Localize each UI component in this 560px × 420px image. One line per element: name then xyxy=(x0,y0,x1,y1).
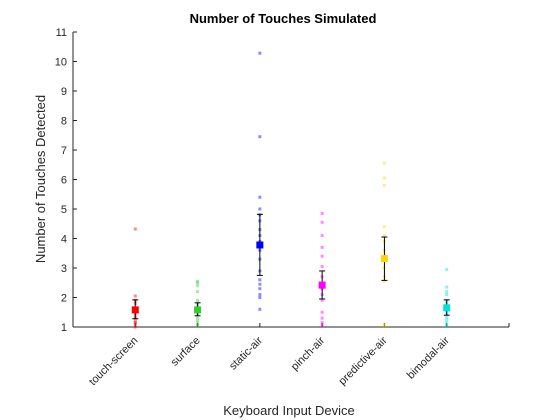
y-tick-label: 8 xyxy=(61,116,67,128)
data-point xyxy=(258,278,262,282)
data-point xyxy=(382,161,386,165)
x-tick-label: pinch-air xyxy=(289,334,328,373)
data-point xyxy=(320,220,324,224)
data-point xyxy=(258,293,262,297)
data-point xyxy=(258,207,262,211)
data-point xyxy=(133,321,137,325)
data-point xyxy=(196,322,200,326)
data-point xyxy=(382,176,386,180)
data-point xyxy=(445,267,449,271)
mean-marker xyxy=(194,306,202,314)
data-point xyxy=(258,296,262,299)
data-point xyxy=(320,265,324,269)
data-point xyxy=(258,287,262,291)
data-point xyxy=(382,234,386,238)
data-point xyxy=(196,279,200,283)
mean-marker xyxy=(380,255,388,263)
data-point xyxy=(133,319,137,323)
data-point xyxy=(196,284,200,288)
y-tick-label: 10 xyxy=(55,57,67,69)
y-tick-label: 9 xyxy=(61,86,67,98)
x-tick-label: touch-screen xyxy=(87,335,140,388)
data-point xyxy=(320,324,324,328)
mean-marker xyxy=(256,241,264,249)
chart-title: Number of Touches Simulated xyxy=(190,11,377,26)
data-point xyxy=(258,282,262,286)
data-point xyxy=(382,279,386,283)
data-point xyxy=(133,227,137,231)
data-point xyxy=(196,316,200,320)
plot-area: 1 2 3 4 5 6 7 8 9 10 11 touch-screen surface static-a… xyxy=(55,27,510,388)
x-tick-label: surface xyxy=(169,335,203,369)
mean-marker xyxy=(131,306,139,314)
data-point xyxy=(382,324,386,328)
data-point xyxy=(320,321,324,325)
y-tick-label: 5 xyxy=(61,204,67,216)
data-point xyxy=(445,285,449,289)
y-tick-label: 3 xyxy=(61,263,67,275)
data-point xyxy=(258,307,262,311)
data-point xyxy=(320,211,324,215)
data-point xyxy=(258,195,262,199)
data-point xyxy=(445,322,449,326)
data-point xyxy=(445,324,449,328)
data-point xyxy=(196,298,200,302)
x-tick-label: bimodal-air xyxy=(405,334,452,381)
mean-marker xyxy=(318,281,326,289)
x-tick-label: static-air xyxy=(227,334,265,372)
data-point xyxy=(320,298,324,302)
data-point xyxy=(445,316,449,320)
data-point xyxy=(382,225,386,229)
data-point xyxy=(133,294,137,298)
data-point xyxy=(382,322,386,326)
data-point xyxy=(133,322,137,326)
data-point xyxy=(196,319,200,323)
data-point xyxy=(196,324,200,328)
data-point xyxy=(320,254,324,258)
data-point xyxy=(320,310,324,314)
mean-marker xyxy=(443,304,451,312)
data-point xyxy=(196,290,200,294)
y-tick-label: 4 xyxy=(61,234,67,246)
data-point xyxy=(258,135,262,139)
data-point xyxy=(445,319,449,323)
y-tick-label: 6 xyxy=(61,175,67,187)
data-point xyxy=(382,183,386,187)
y-axis-label: Number of Touches Detected xyxy=(33,95,48,263)
data-point xyxy=(320,234,324,238)
data-point xyxy=(445,290,449,294)
y-tick-label: 2 xyxy=(61,293,67,305)
x-tick-label: predictive-air xyxy=(337,334,390,387)
data-point xyxy=(258,51,262,55)
data-point xyxy=(320,316,324,320)
data-point xyxy=(196,281,200,285)
data-point xyxy=(320,245,324,249)
x-axis-label: Keyboard Input Device xyxy=(223,403,355,418)
data-point xyxy=(133,325,137,329)
y-tick-label: 7 xyxy=(61,145,67,157)
data-point xyxy=(445,293,449,297)
y-tick-label: 11 xyxy=(56,27,67,39)
y-tick-label: 1 xyxy=(61,322,67,334)
